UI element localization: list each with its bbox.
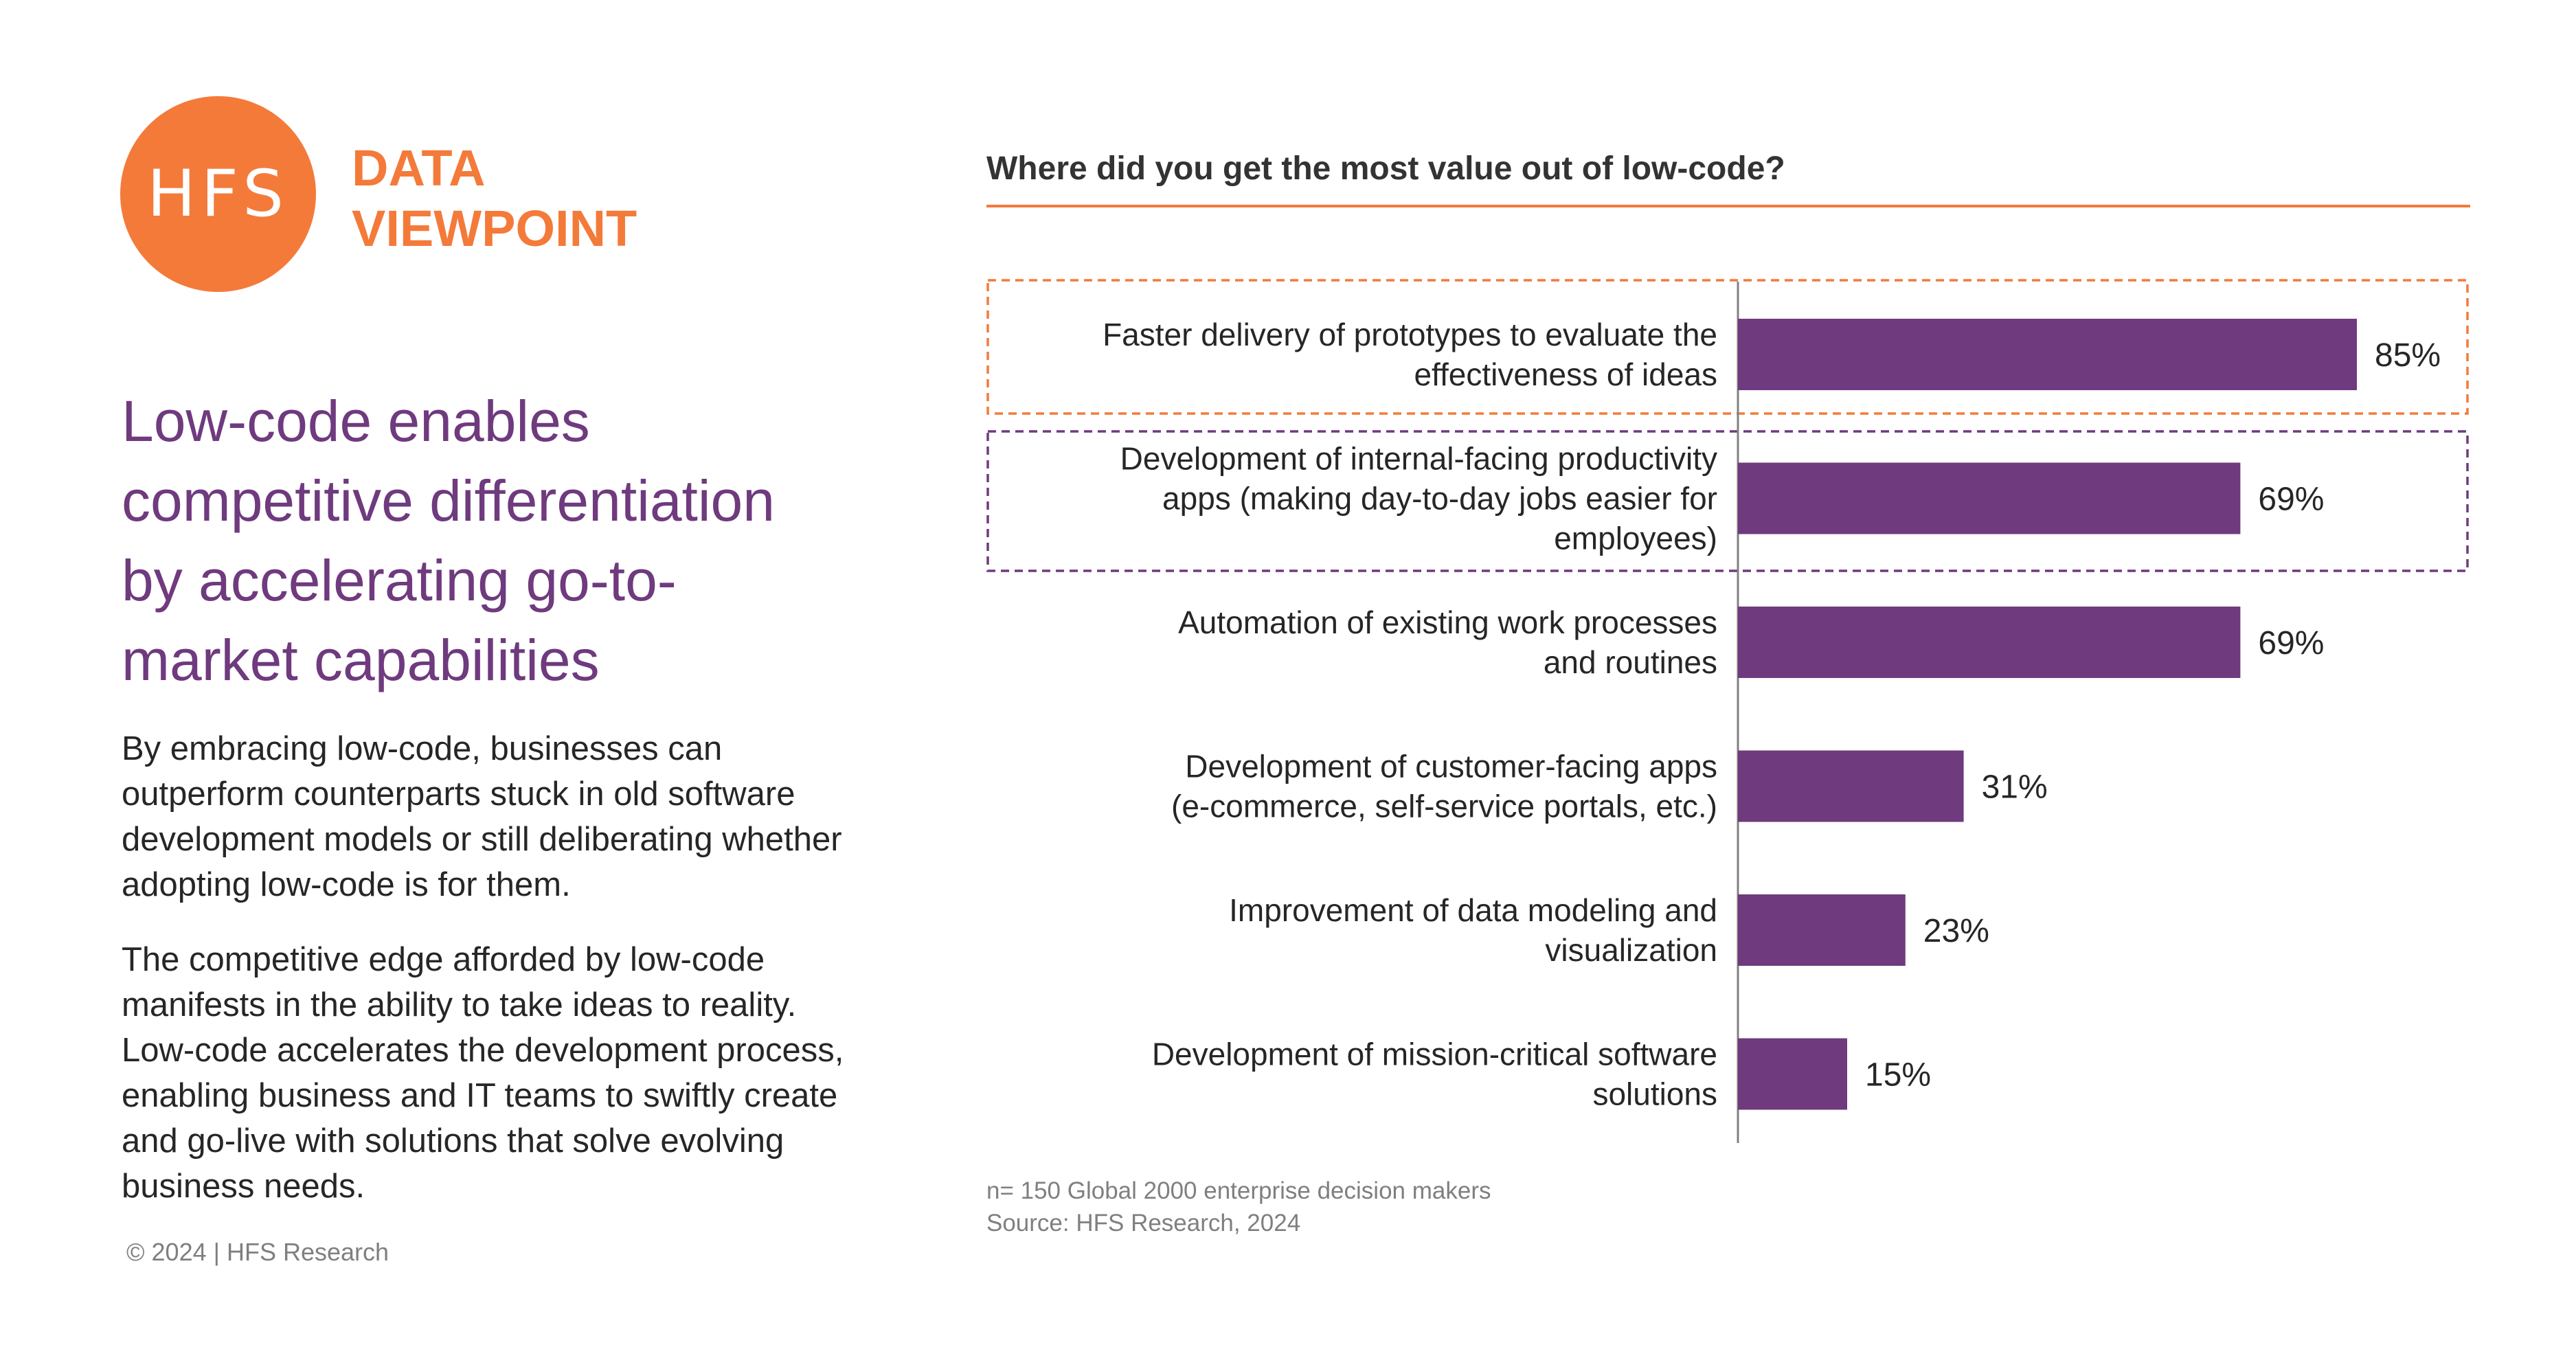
- category-label: effectiveness of ideas: [1414, 357, 1717, 392]
- category-label: Development of mission-critical software: [1152, 1037, 1717, 1072]
- bar: [1738, 319, 2357, 390]
- data-label: 31%: [1982, 769, 2048, 806]
- data-label: 69%: [2258, 482, 2324, 518]
- bar: [1738, 750, 1964, 822]
- data-label: 15%: [1865, 1057, 1931, 1094]
- bar: [1738, 462, 2241, 534]
- category-label: Automation of existing work processes: [1178, 604, 1717, 640]
- brand-title-viewpoint: VIEWPOINT: [352, 200, 637, 257]
- sample-note: n= 150 Global 2000 enterprise decision m…: [986, 1177, 1491, 1204]
- bar: [1738, 607, 2241, 678]
- hfs-logo: HFS: [120, 96, 316, 292]
- category-label: Development of internal-facing productiv…: [1120, 441, 1717, 477]
- category-label: Improvement of data modeling and: [1229, 892, 1717, 928]
- headline: Low-code enables competitive differentia…: [122, 389, 775, 692]
- title-divider: [986, 205, 2470, 207]
- category-label: visualization: [1545, 932, 1717, 968]
- brand-title-data: DATA: [352, 139, 486, 196]
- paragraph-1: By embracing low-code, businesses can ou…: [122, 730, 842, 903]
- data-label: 85%: [2375, 337, 2441, 374]
- category-label: (e-commerce, self-service portals, etc.): [1171, 789, 1717, 824]
- paragraph-2: The competitive edge afforded by low-cod…: [122, 941, 844, 1205]
- category-label: Development of customer-facing apps: [1185, 749, 1717, 784]
- logo-text: HFS: [147, 157, 289, 231]
- category-label: apps (making day-to-day jobs easier for: [1162, 481, 1717, 517]
- category-label: Faster delivery of prototypes to evaluat…: [1103, 317, 1717, 352]
- category-label: employees): [1554, 521, 1717, 556]
- bar: [1738, 894, 1906, 966]
- bar: [1738, 1038, 1847, 1110]
- chart-notes: n= 150 Global 2000 enterprise decision m…: [986, 1175, 1491, 1239]
- data-label: 69%: [2258, 625, 2324, 662]
- copyright: © 2024 | HFS Research: [126, 1238, 389, 1266]
- highlight-box: [986, 279, 2469, 415]
- chart-title: Where did you get the most value out of …: [986, 150, 1785, 187]
- data-label: 23%: [1923, 913, 1989, 949]
- category-label: solutions: [1592, 1076, 1717, 1112]
- source-note: Source: HFS Research, 2024: [986, 1210, 1301, 1236]
- category-label: and routines: [1544, 644, 1717, 680]
